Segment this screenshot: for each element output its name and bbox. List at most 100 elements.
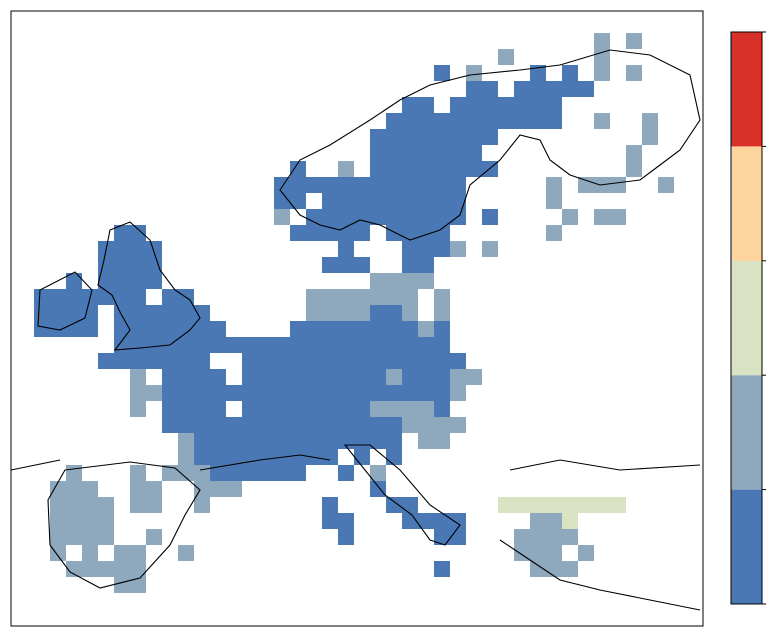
grid-cell [434,305,450,321]
grid-cell [530,65,546,81]
grid-cell [306,209,466,225]
grid-cell [98,273,162,289]
grid-cell [418,433,450,449]
grid-cell [130,497,162,513]
colorbar [730,31,766,605]
grid-cell [418,321,434,337]
grid-cell [338,241,354,257]
grid-cell [66,273,82,289]
grid-cell [290,225,370,241]
grid-cell [658,177,674,193]
grid-cell [386,449,402,465]
grid-cell [402,417,466,433]
grid-cell [370,465,386,481]
grid-cell [34,321,98,337]
colorbar-segment [731,375,762,490]
grid-cell [162,465,210,481]
coastline [279,49,701,241]
grid-cell [370,401,434,417]
grid-cell [434,561,450,577]
grid-cell [194,481,242,497]
grid-cell [578,545,594,561]
grid-cell [594,209,626,225]
colorbar-segment [731,260,762,376]
grid-cell [450,385,466,401]
grid-cell [434,321,450,337]
grid-cell [626,161,642,177]
grid-cell [370,145,482,161]
grid-cell [306,289,418,305]
grid-cell [178,449,194,465]
coastline [97,221,201,351]
grid-cell [498,497,626,513]
grid-cell [162,401,226,417]
grid-cell [450,97,562,113]
grid-cell [386,113,562,129]
grid-cell [50,497,114,513]
grid-cell [322,497,338,513]
grid-cell [322,257,370,273]
grid-cell [626,65,642,81]
grid-cell [130,401,146,417]
grid-cell [194,449,338,465]
grid-cell [194,497,210,513]
map-frame [10,10,704,627]
grid-cell [162,385,450,401]
grid-cell [514,529,578,545]
coastline [37,271,93,331]
grid-cell [130,481,162,497]
coastline [10,454,701,471]
grid-cell [162,417,402,433]
colorbar-segment [731,32,762,147]
grid-cell [274,209,290,225]
grid-cell [114,225,146,241]
grid-cell [482,209,498,225]
grid-cell [594,113,610,129]
grid-cell [290,161,306,177]
coastline [47,461,201,589]
grid-cell [114,545,146,561]
colorbar-segment [731,146,762,261]
grid-cell [402,97,434,113]
grid-cell [546,193,562,209]
grid-cell [530,561,578,577]
grid-cell [178,545,194,561]
grid-cell [162,289,194,305]
grid-cell [226,337,450,353]
grid-cell [562,209,578,225]
grid-cell [530,513,562,529]
grid-cell [66,465,82,481]
grid-cell [562,513,578,529]
grid-cell [562,65,578,81]
grid-cell [130,385,162,401]
grid-cell [130,369,146,385]
grid-cell [386,225,450,241]
grid-cell [114,577,146,593]
grid-cell [594,65,610,81]
grid-cell [98,289,146,305]
coastline [343,444,461,546]
grid-cell [546,177,562,193]
grid-cell [402,513,466,529]
grid-cell [402,241,450,257]
grid-cell [370,481,386,497]
grid-cell [242,369,386,385]
grid-cell [34,305,98,321]
grid-cell [146,529,162,545]
grid-cell [594,33,610,49]
grid-cell [354,449,370,465]
grid-cell [274,193,306,209]
grid-cell [50,513,114,529]
grid-cell [338,465,354,481]
grid-cell [386,369,402,385]
grid-cell [242,401,370,417]
grid-cell [322,513,354,529]
coastlines [10,49,701,611]
colorbar-segment [731,489,762,604]
cell-layer [34,33,674,593]
grid-cell [466,65,482,81]
grid-cell [370,161,498,177]
grid-cell [514,81,594,97]
grid-cell [498,49,514,65]
